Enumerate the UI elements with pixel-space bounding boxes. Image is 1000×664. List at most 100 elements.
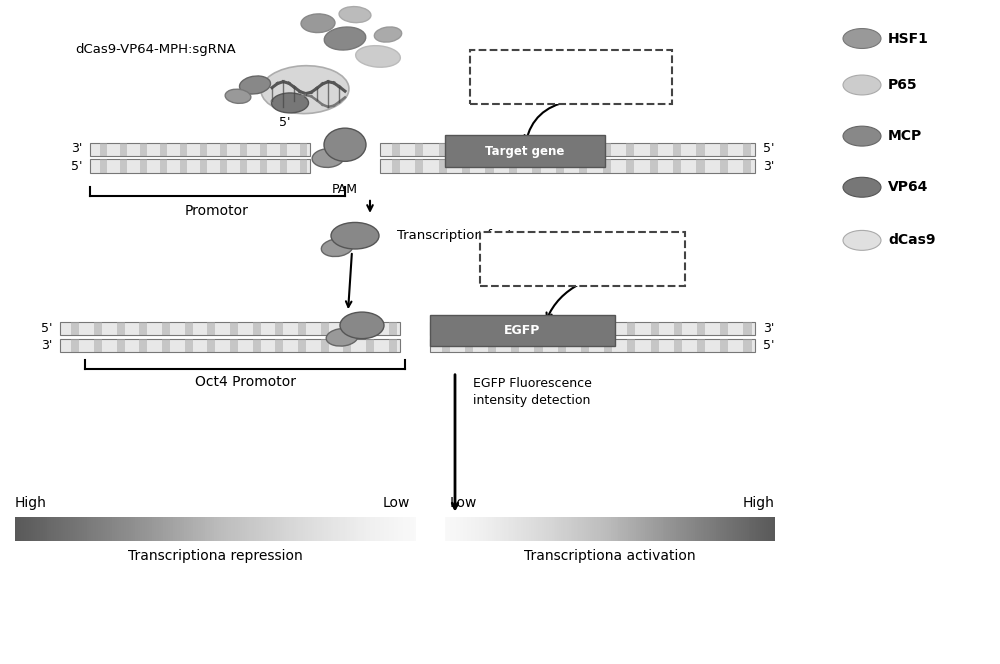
Bar	[743, 339, 752, 352]
Text: Promotor: Promotor	[185, 204, 249, 218]
Bar	[696, 159, 705, 173]
Bar	[651, 339, 659, 352]
Text: Low: Low	[383, 496, 410, 510]
Bar	[430, 339, 755, 352]
Text: Transcriptional: Transcriptional	[525, 67, 617, 80]
Bar	[200, 143, 207, 156]
Text: Low: Low	[450, 496, 477, 510]
Ellipse shape	[225, 89, 251, 104]
Text: 5': 5'	[70, 160, 82, 173]
Bar	[71, 322, 79, 335]
Bar	[442, 339, 450, 352]
Bar	[581, 339, 589, 352]
Bar	[673, 143, 681, 156]
Bar	[300, 143, 307, 156]
Bar	[380, 143, 755, 156]
Bar	[117, 339, 125, 352]
Bar	[220, 159, 227, 173]
Text: 3': 3'	[71, 142, 82, 155]
Bar	[220, 143, 227, 156]
Bar	[462, 143, 470, 156]
Bar	[532, 143, 541, 156]
Text: Transcriptiona activation: Transcriptiona activation	[524, 549, 696, 563]
Text: Oct4 Promotor: Oct4 Promotor	[195, 375, 296, 389]
Bar	[485, 143, 494, 156]
Bar	[556, 159, 564, 173]
Bar	[558, 339, 566, 352]
Bar	[462, 159, 470, 173]
Bar	[240, 143, 247, 156]
Bar	[556, 143, 564, 156]
Bar	[627, 322, 635, 335]
Bar	[366, 339, 374, 352]
Ellipse shape	[356, 46, 400, 67]
Bar	[743, 159, 751, 173]
Bar	[558, 322, 566, 335]
Text: activation: activation	[540, 85, 602, 98]
Ellipse shape	[324, 27, 366, 50]
Ellipse shape	[843, 75, 881, 95]
Bar	[604, 339, 612, 352]
Text: High: High	[15, 496, 47, 510]
Bar	[603, 143, 611, 156]
Bar	[743, 143, 751, 156]
Bar	[720, 143, 728, 156]
Bar	[720, 159, 728, 173]
Text: PAM: PAM	[332, 183, 358, 196]
Ellipse shape	[326, 329, 358, 346]
Text: Transcription factor: Transcription factor	[397, 229, 526, 242]
Bar	[298, 339, 306, 352]
Bar	[280, 159, 287, 173]
Ellipse shape	[843, 177, 881, 197]
Text: 3': 3'	[763, 321, 774, 335]
Bar	[465, 322, 473, 335]
Text: Target gene: Target gene	[485, 145, 565, 157]
Bar	[140, 159, 147, 173]
Bar	[94, 339, 102, 352]
Ellipse shape	[374, 27, 402, 42]
Bar	[343, 339, 351, 352]
Bar	[509, 143, 517, 156]
Bar	[230, 339, 238, 352]
Text: regulation: regulation	[551, 266, 614, 279]
Bar	[439, 143, 447, 156]
Bar	[392, 159, 400, 173]
Bar	[439, 159, 447, 173]
Bar	[162, 322, 170, 335]
Text: dCas9-VP64-MPH:sgRNA: dCas9-VP64-MPH:sgRNA	[75, 43, 236, 56]
Bar	[300, 159, 307, 173]
Bar	[673, 159, 681, 173]
Bar	[485, 159, 494, 173]
Bar	[160, 159, 167, 173]
Text: Transcriptional: Transcriptional	[537, 249, 628, 262]
Bar	[343, 322, 351, 335]
Bar	[298, 322, 306, 335]
Bar	[140, 143, 147, 156]
Ellipse shape	[239, 76, 271, 94]
Bar	[389, 322, 397, 335]
Text: dCas9: dCas9	[888, 233, 936, 248]
Bar	[207, 339, 215, 352]
Bar	[389, 339, 397, 352]
Bar	[720, 339, 728, 352]
Bar	[200, 159, 207, 173]
Bar	[720, 322, 728, 335]
Ellipse shape	[324, 128, 366, 161]
Text: 3': 3'	[41, 339, 52, 353]
Bar	[275, 322, 283, 335]
Bar	[430, 322, 755, 335]
Bar	[674, 322, 682, 335]
Bar	[650, 159, 658, 173]
Ellipse shape	[321, 239, 353, 256]
Bar	[120, 159, 127, 173]
Bar	[117, 322, 125, 335]
Ellipse shape	[843, 230, 881, 250]
FancyBboxPatch shape	[430, 315, 615, 346]
Bar	[509, 159, 517, 173]
Bar	[60, 322, 400, 335]
Ellipse shape	[301, 14, 335, 33]
Bar	[100, 159, 107, 173]
Bar	[207, 322, 215, 335]
Text: 3': 3'	[763, 160, 774, 173]
Bar	[90, 159, 310, 173]
